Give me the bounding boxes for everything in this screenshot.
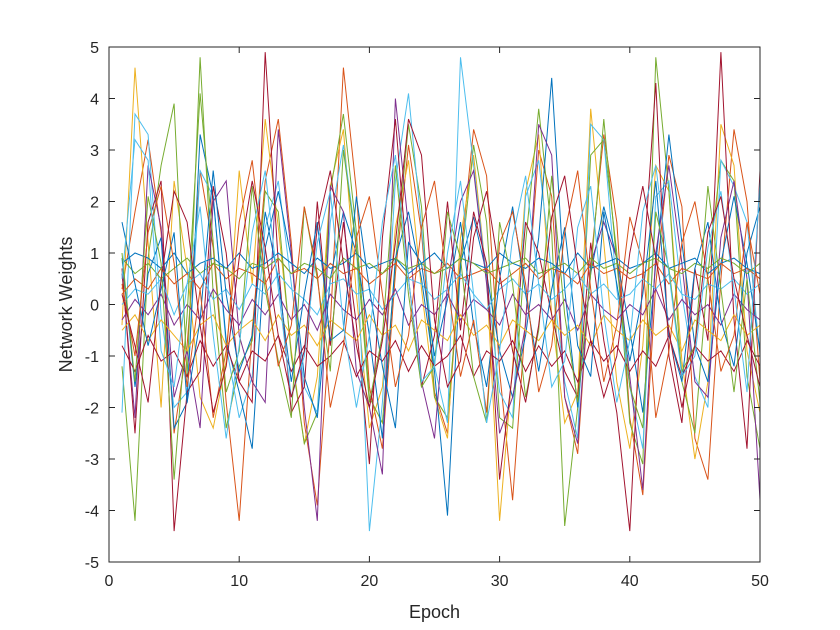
series-line-15 [121, 170, 761, 429]
x-tick-label: 10 [230, 573, 248, 590]
x-tick-label: 30 [491, 573, 509, 590]
series-line-12 [121, 287, 761, 332]
y-tick-label: 5 [90, 40, 99, 57]
x-tick-label: 50 [751, 573, 769, 590]
series-line-10 [121, 257, 761, 280]
series-line-9 [121, 257, 761, 295]
series-layer [121, 52, 761, 532]
y-tick-label: 2 [90, 195, 99, 212]
x-tick-label: 0 [105, 573, 114, 590]
series-line-17 [121, 160, 761, 418]
y-tick-label: 1 [90, 246, 99, 263]
y-tick-label: -3 [85, 452, 99, 469]
y-axis: -5 -4 -3 -2 -1 0 1 2 3 4 5 [85, 40, 760, 572]
x-tick-label: 40 [621, 573, 639, 590]
y-tick-label: -2 [85, 401, 99, 418]
y-tick-label: 0 [90, 298, 99, 315]
y-tick-label: -4 [85, 504, 99, 521]
series-line-13 [121, 313, 761, 353]
series-line-18 [121, 138, 761, 439]
y-tick-label: -5 [85, 555, 99, 572]
x-axis-title: Epoch [409, 602, 460, 622]
y-tick-label: 4 [90, 92, 99, 109]
x-axis: 0 10 20 30 40 50 [105, 47, 769, 590]
y-tick-label: 3 [90, 143, 99, 160]
x-tick-label: 20 [361, 573, 379, 590]
y-axis-title: Network Weights [56, 237, 76, 373]
series-line-3 [121, 57, 761, 527]
series-line-4 [121, 57, 761, 532]
y-tick-label: -1 [85, 349, 99, 366]
series-line-19 [121, 118, 761, 413]
